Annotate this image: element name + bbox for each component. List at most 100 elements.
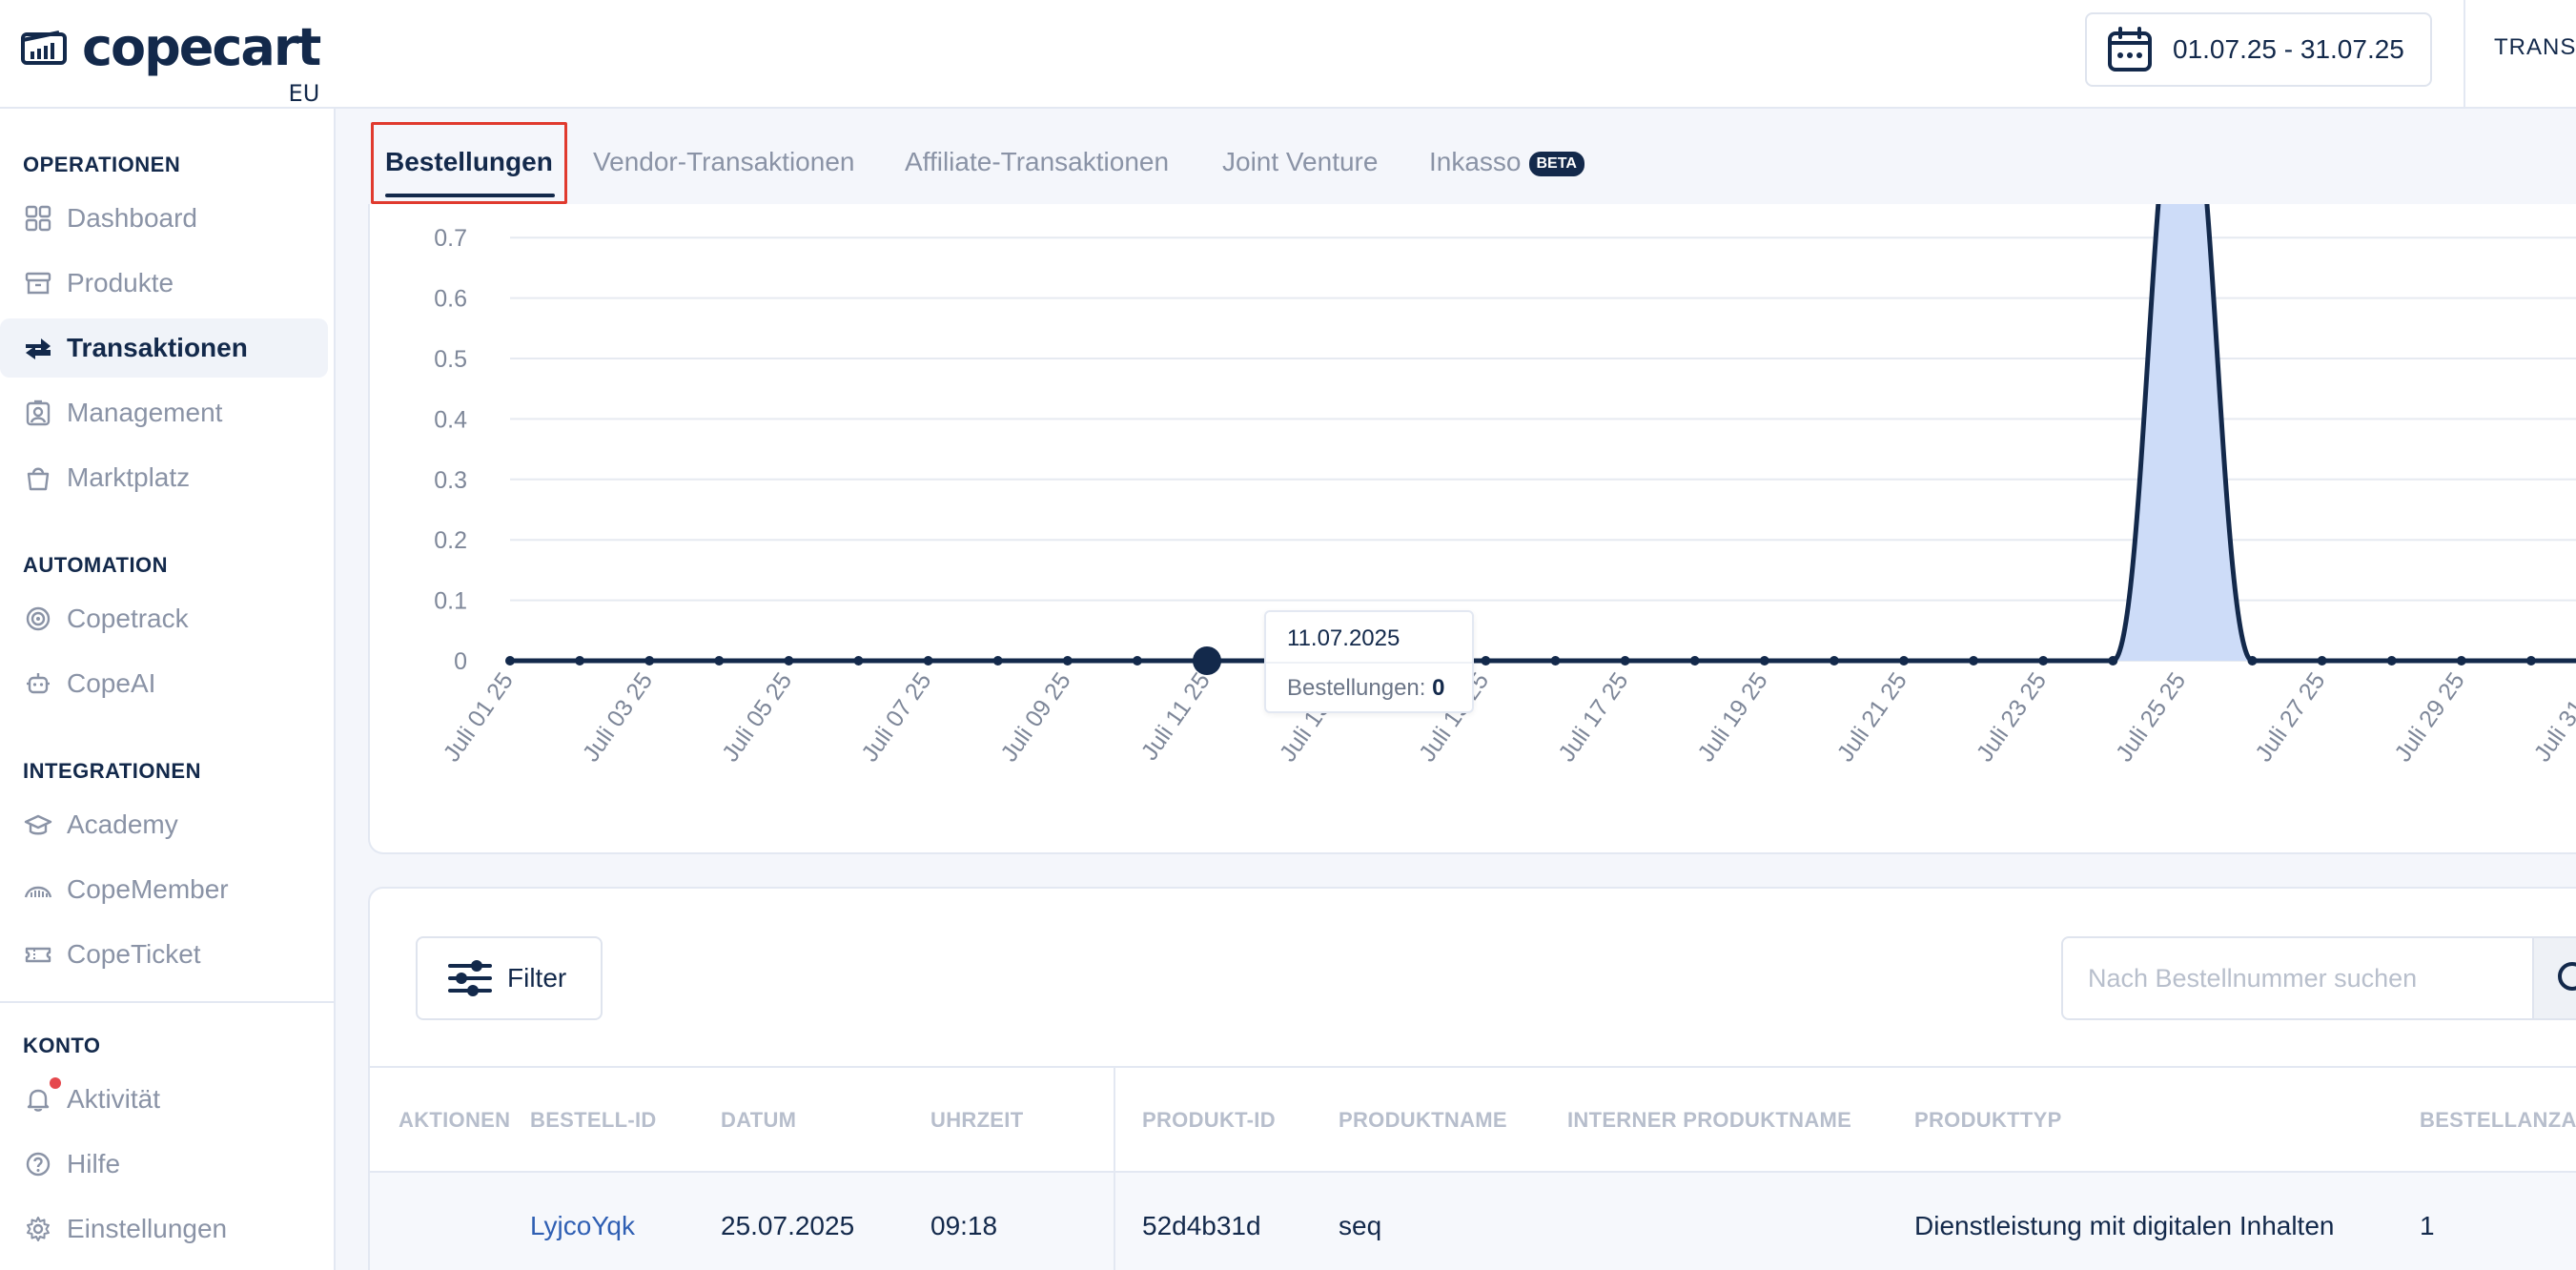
sidebar-item-produkte[interactable]: Produkte [0,254,328,313]
tab-inkasso[interactable]: Inkasso BETA [1429,147,1584,177]
data-point [2038,656,2049,666]
data-point [1550,656,1561,666]
copecart-logo[interactable]: copecart EU [21,22,321,107]
data-point [1620,656,1630,666]
data-point [1829,656,1839,666]
series-area [510,204,2576,662]
col-produktname[interactable]: PRODUKTNAME [1339,1108,1507,1132]
x-tick-label: Juli 11 25 [1136,667,1216,765]
cell-bestellanzahl: 1 [2420,1211,2435,1240]
table-row[interactable]: LyjcoYqk 25.07.2025 09:18 52d4b31d seq D… [370,1173,2576,1270]
data-point [2247,656,2258,666]
tab-vendor-transaktionen[interactable]: Vendor-Transaktionen [593,147,855,176]
tooltip-label: Bestellungen: [1287,675,1426,701]
sidebar-item-copetrack[interactable]: Copetrack [0,589,328,648]
sidebar-item-label: Management [67,398,223,427]
sidebar-item-management[interactable]: Management [0,383,328,442]
sidebar-item-label: CopeMember [67,874,229,904]
tab-affiliate-transaktionen[interactable]: Affiliate-Transaktionen [905,147,1170,176]
y-tick-label: 0.5 [434,346,467,373]
sidebar-item-aktivitaet[interactable]: Aktivität [0,1070,328,1129]
data-point [853,656,864,666]
tooltip-value-line: Bestellungen: 0 [1287,675,1444,702]
sidebar-item-label: Transaktionen [67,333,248,362]
y-tick-label: 0.6 [434,286,467,313]
sidebar-item-label: Produkte [67,268,174,297]
sidebar-item-marktplatz[interactable]: Marktplatz [0,448,328,507]
data-point [1969,656,1979,666]
col-produkttyp[interactable]: PRODUKTTYP [1914,1108,2062,1132]
x-tick-label: Juli 27 25 [2250,667,2330,767]
sidebar-item-label: CopeTicket [67,939,201,969]
sidebar-item-label: Academy [67,809,178,839]
filter-button[interactable]: Filter [416,936,603,1020]
orders-chart: 0 0.1 0.2 0.3 0.4 0.5 0.6 0.7 Juli 01 25 Juli 03 … [434,204,2576,767]
header-nav-transactions[interactable]: TRANSA [2494,34,2576,60]
x-tick-label: Juli 19 25 [1692,667,1772,767]
tab-bar: Bestellungen Vendor-Transaktionen Affili… [337,111,2576,204]
highlight-box [371,122,567,204]
search-button[interactable] [2532,936,2576,1020]
y-tick-label: 0.4 [434,406,467,433]
x-tick-label: Juli 23 25 [1972,667,2052,767]
data-point [2386,656,2397,666]
x-tick-label: Juli 09 25 [995,667,1075,767]
section-title-konto: KONTO [23,1034,101,1057]
date-range-text: 01.07.25 - 31.07.25 [2173,34,2404,64]
sidebar-item-label: Hilfe [67,1149,121,1178]
sidebar-item-dashboard[interactable]: Dashboard [0,189,328,248]
filter-label: Filter [507,963,567,993]
x-tick-label: Juli 07 25 [856,667,936,767]
sidebar-item-copeticket[interactable]: CopeTicket [0,925,328,984]
col-bestell-id[interactable]: BESTELL-ID [530,1108,657,1132]
col-produkt-id[interactable]: PRODUKT-ID [1142,1108,1276,1132]
tab-joint-venture[interactable]: Joint Venture [1222,147,1379,176]
top-header: copecart EU 01.07.25 - 31.07.25 TRANSA [0,0,2576,109]
x-tick-label: Juli 25 25 [2111,667,2191,767]
col-uhrzeit[interactable]: UHRZEIT [930,1108,1024,1132]
sidebar-item-hilfe[interactable]: Hilfe [0,1135,328,1194]
sidebar-item-copemember[interactable]: CopeMember [0,860,328,919]
data-point [1481,656,1491,666]
orders-chart-card: 0 0.1 0.2 0.3 0.4 0.5 0.6 0.7 Juli 01 25 Juli 03 … [368,204,2576,854]
data-point [1759,656,1769,666]
tab-label: Inkasso [1429,147,1522,176]
sidebar-item-label: CopeAI [67,668,156,698]
chart-tooltip: 11.07.2025 Bestellungen: 0 [1264,610,1474,713]
wallet-logo-icon [21,31,67,65]
sidebar-item-label: Dashboard [67,203,197,233]
col-bestellanzahl[interactable]: BESTELLANZA [2420,1108,2576,1132]
transfer-arrows-icon [23,333,53,363]
sidebar-item-label: Marktplatz [67,462,191,492]
section-title-automation: AUTOMATION [23,553,169,577]
y-tick-label: 0.1 [434,588,467,615]
highlighted-data-point [1193,646,1221,675]
col-aktionen[interactable]: AKTIONEN [399,1108,511,1132]
y-tick-label: 0.3 [434,467,467,494]
data-point [923,656,933,666]
data-point [2456,656,2466,666]
cell-produkttyp: Dienstleistung mit digitalen Inhalten [1914,1211,2335,1240]
sidebar-item-label: Aktivität [67,1084,161,1114]
sidebar: OPERATIONEN Dashboard Produkte Transakti… [0,109,336,1270]
gear-icon [23,1214,53,1244]
data-point [2317,656,2327,666]
sidebar-item-einstellungen[interactable]: Einstellungen [0,1199,328,1259]
sidebar-item-transaktionen[interactable]: Transaktionen [0,318,328,378]
table-header: AKTIONEN BESTELL-ID DATUM UHRZEIT PRODUK… [370,1066,2576,1173]
y-tick-label: 0.2 [434,527,467,554]
order-id-link[interactable]: LyjcoYqk [530,1211,636,1240]
tab-bestellungen[interactable]: Bestellungen [385,147,553,176]
data-point [784,656,794,666]
data-point [644,656,655,666]
date-range-picker[interactable]: 01.07.25 - 31.07.25 [2085,12,2432,87]
col-datum[interactable]: DATUM [721,1108,797,1132]
sidebar-item-academy[interactable]: Academy [0,795,328,854]
order-search-input[interactable]: Nach Bestellnummer suchen [2061,936,2557,1020]
sidebar-item-copeai[interactable]: CopeAI [0,654,328,713]
graduation-cap-icon [23,809,53,840]
x-tick-label: Juli 31 25 [2529,667,2576,767]
sidebar-item-label: Einstellungen [67,1214,228,1243]
cell-datum: 25.07.2025 [721,1211,855,1240]
col-interner-produktname[interactable]: INTERNER PRODUKTNAME [1567,1108,1852,1132]
